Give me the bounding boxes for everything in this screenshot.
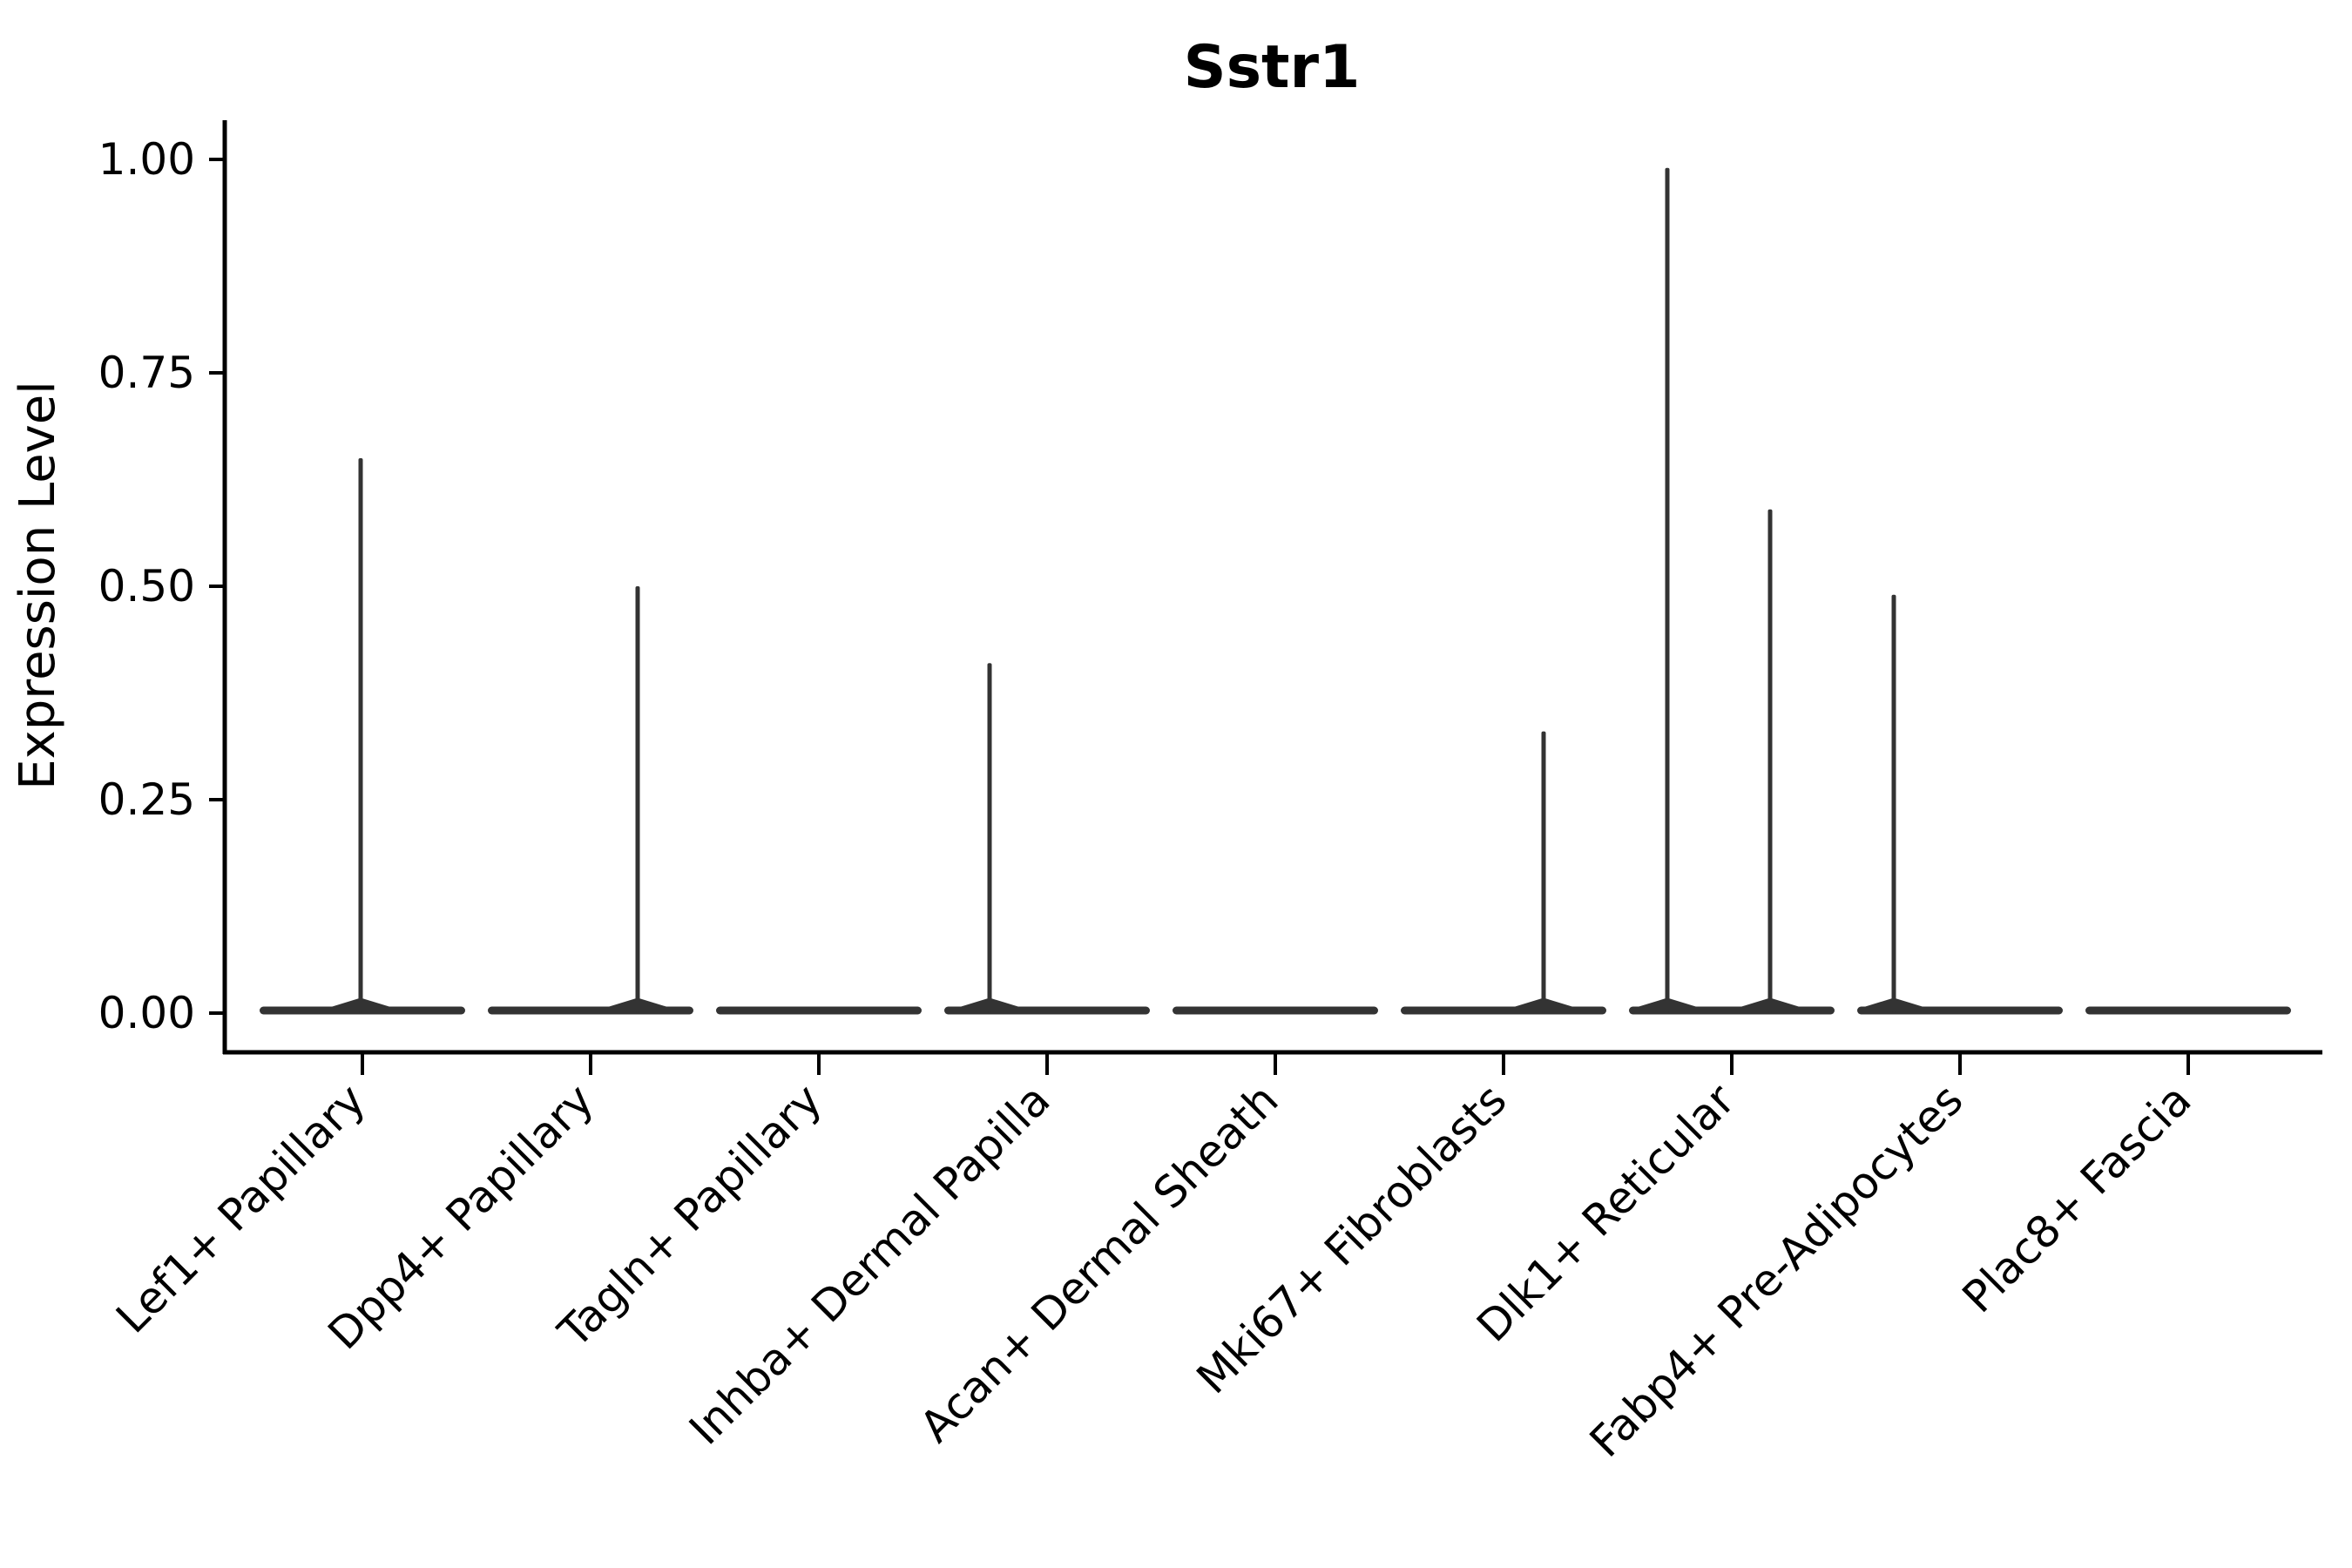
y-tick-label: 0.00 bbox=[98, 988, 195, 1038]
y-tick-label: 0.50 bbox=[98, 561, 195, 612]
violin-body bbox=[1401, 1006, 1606, 1015]
y-tick-label: 0.75 bbox=[98, 348, 195, 398]
violin-body bbox=[1173, 1006, 1378, 1015]
x-tick-label: Inhba+ Dermal Papilla bbox=[679, 1074, 1059, 1454]
violin-spike bbox=[358, 458, 363, 1012]
violin-7 bbox=[1629, 167, 1835, 1015]
violin-body bbox=[944, 1006, 1150, 1015]
violin-spike bbox=[635, 586, 640, 1012]
x-tick-label: Lef1+ Papillary bbox=[106, 1074, 375, 1342]
chart-title: Sstr1 bbox=[1184, 33, 1361, 102]
violin-spike bbox=[1767, 509, 1773, 1012]
y-tick-label: 1.00 bbox=[98, 134, 195, 185]
y-tick-label: 0.25 bbox=[98, 774, 195, 825]
x-tick-label: Fabp4+ Pre-Adipocytes bbox=[1580, 1074, 1973, 1467]
violin-8 bbox=[1857, 594, 2063, 1015]
violin-9 bbox=[2085, 1006, 2291, 1015]
violin-1 bbox=[260, 458, 465, 1015]
violin-6 bbox=[1401, 731, 1606, 1015]
violin-5 bbox=[1173, 1006, 1378, 1015]
violin-spike bbox=[1541, 731, 1546, 1012]
violin-body bbox=[2085, 1006, 2291, 1015]
violin-body bbox=[1857, 1006, 2063, 1015]
x-tick-label: Plac8+ Fascia bbox=[1953, 1074, 2201, 1322]
violin-body bbox=[716, 1006, 922, 1015]
violin-spike bbox=[987, 663, 992, 1012]
violin-2 bbox=[488, 586, 693, 1015]
y-axis-label: Expression Level bbox=[10, 381, 66, 790]
violin-spike bbox=[1891, 594, 1896, 1012]
violin-3 bbox=[716, 1006, 922, 1015]
violin-spike bbox=[1665, 167, 1670, 1013]
violin-4 bbox=[944, 663, 1150, 1015]
violin-body bbox=[1629, 1006, 1835, 1015]
violin-body bbox=[488, 1006, 693, 1015]
